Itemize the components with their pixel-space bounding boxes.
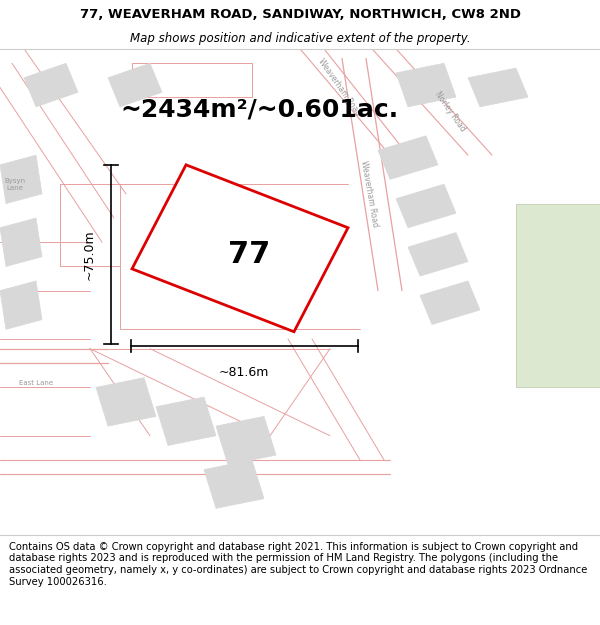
Text: ~2434m²/~0.601ac.: ~2434m²/~0.601ac. [120,98,398,121]
Text: Weaverham Road: Weaverham Road [316,58,362,118]
Text: Contains OS data © Crown copyright and database right 2021. This information is : Contains OS data © Crown copyright and d… [9,542,587,586]
Polygon shape [24,63,78,107]
Text: Map shows position and indicative extent of the property.: Map shows position and indicative extent… [130,31,470,44]
Polygon shape [516,204,600,388]
Polygon shape [396,184,456,228]
Polygon shape [396,63,456,107]
Polygon shape [96,378,156,426]
Polygon shape [0,281,42,329]
Text: ~81.6m: ~81.6m [219,366,269,379]
Text: 77: 77 [228,240,270,269]
Text: ~75.0m: ~75.0m [83,229,96,279]
Polygon shape [132,165,348,332]
Text: Weaverham Road: Weaverham Road [359,160,379,228]
Text: East Lane: East Lane [19,379,53,386]
Polygon shape [216,416,276,465]
Polygon shape [0,218,42,266]
Polygon shape [468,68,528,107]
Text: Norley Road: Norley Road [433,90,467,133]
Polygon shape [204,460,264,508]
Polygon shape [408,232,468,276]
Polygon shape [420,281,480,324]
Polygon shape [378,136,438,179]
Polygon shape [108,63,162,107]
Text: 77, WEAVERHAM ROAD, SANDIWAY, NORTHWICH, CW8 2ND: 77, WEAVERHAM ROAD, SANDIWAY, NORTHWICH,… [79,8,521,21]
Text: Bysyn
Lane: Bysyn Lane [4,177,26,191]
Polygon shape [0,155,42,204]
Polygon shape [156,397,216,446]
